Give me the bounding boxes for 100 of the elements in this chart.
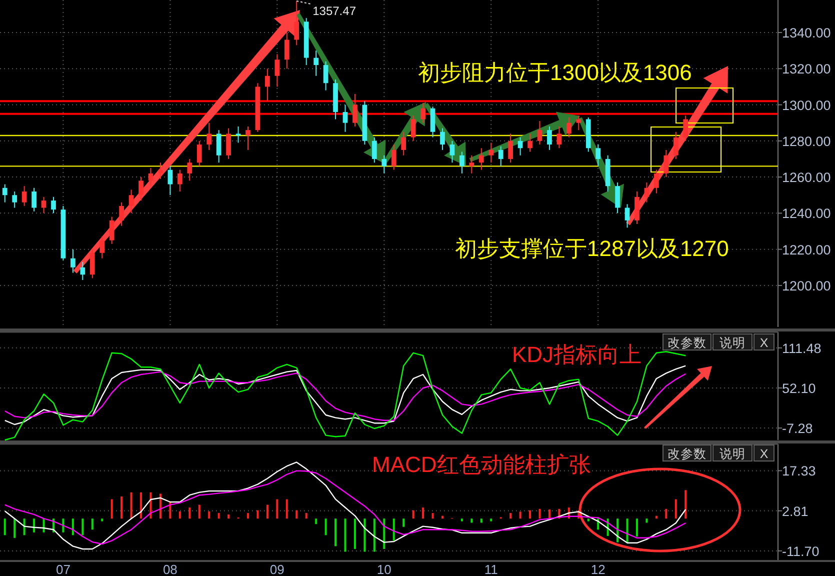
bar [246,513,249,519]
bar [684,490,687,519]
bar [130,492,132,519]
bar [228,514,230,519]
bar [538,508,541,519]
bar [178,511,181,519]
candlestick [596,144,601,167]
y-tick-label: 1220.00 [782,242,831,258]
annotation: X [760,336,769,350]
y-tick-label: 17.33 [782,464,816,479]
line-series [4,365,686,426]
y-tick-label: -11.70 [782,544,820,559]
candlestick [158,162,163,180]
bar [548,509,550,519]
candlestick [168,166,173,196]
bar [62,518,64,532]
bar [101,518,104,522]
candlestick [314,50,318,76]
bar [529,510,532,519]
candlestick [576,115,582,131]
bar [354,518,356,549]
bar [23,518,26,536]
candlestick [634,191,640,225]
bar [276,499,278,519]
bar [315,518,318,524]
bar [72,518,74,536]
candlestick [51,196,56,214]
candlestick [382,154,387,174]
y-tick-label: 52.10 [782,380,816,396]
candlestick [537,120,542,146]
bar [14,518,16,538]
bar [480,518,482,523]
bar [266,504,268,519]
candlestick [508,133,513,164]
candlestick [460,151,464,174]
annotation: MACD红色动能柱扩张 [372,452,591,477]
bar [334,518,337,546]
candlestick [420,102,426,124]
candlestick [410,115,416,142]
candlestick [216,130,222,164]
candlestick [206,122,212,150]
candlestick [187,158,192,182]
candlestick [401,131,406,156]
x-tick-label: 12 [590,562,606,576]
bar [110,499,113,519]
annotation: 改参数 [668,447,706,461]
candlestick [469,154,474,174]
candlestick [372,136,377,164]
candlestick [119,202,124,226]
candlestick [323,60,328,91]
bar [373,518,376,552]
candlestick [488,142,494,164]
bar [305,513,308,519]
candlestick [128,189,134,214]
y-tick-label: 111.48 [782,340,822,356]
bar [392,518,395,541]
bar [402,518,405,527]
candlestick [342,104,348,132]
candlestick [566,116,572,138]
candlestick [80,261,86,281]
bar [470,518,473,523]
y-tick-label: 2.81 [782,504,808,519]
candlestick [644,182,650,203]
candlestick [90,248,95,279]
candlestick [664,149,669,178]
annotation: 初步支撑位于1287以及1270 [455,236,729,261]
bar [364,518,366,552]
candlestick [284,32,290,70]
candlestick [624,204,630,228]
annotation: KDJ指标向上 [512,342,642,367]
candlestick [654,169,659,194]
candlestick [294,0,300,46]
bar [441,516,444,519]
annotation: 1357.47 [312,4,356,18]
candlestick [352,93,358,127]
candlestick [673,131,678,160]
x-tick-label: 09 [270,562,284,576]
bar [286,499,288,519]
annotation: 说明 [720,336,746,350]
bar [344,518,346,552]
candlestick [498,146,504,167]
bar [626,518,628,542]
annotation: 改参数 [668,336,706,350]
annotation: 说明 [720,447,746,461]
bar [665,508,668,519]
bar [324,518,327,536]
candlestick [2,184,8,203]
y-tick-label: 1340.00 [782,26,831,41]
candlestick [265,68,270,102]
bar [510,513,512,519]
candlestick [196,140,202,167]
bar [208,511,210,519]
bar [4,518,6,536]
candlestick [177,169,182,192]
bar [432,513,434,519]
x-tick-label: 07 [56,562,70,576]
annotation: X [760,447,769,461]
line-series [4,371,686,421]
candlestick [430,106,436,138]
candlestick [22,186,27,206]
